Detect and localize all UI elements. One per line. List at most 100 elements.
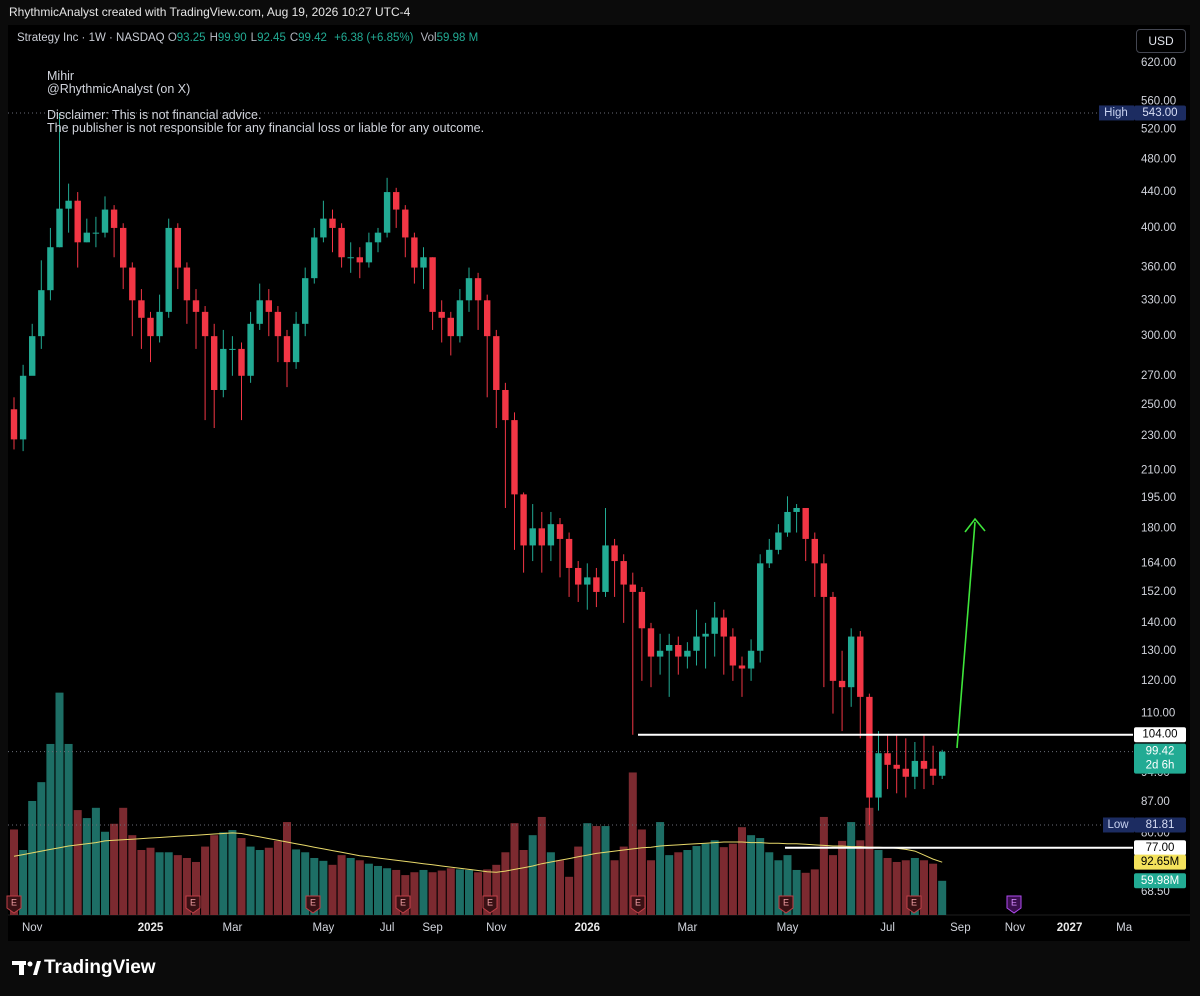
candle-body [938, 751, 946, 776]
candle-body [665, 645, 673, 651]
field-key: C [289, 32, 299, 44]
y-tick-label: 210.00 [1141, 464, 1176, 476]
volume-value: 59.98 M [436, 32, 479, 44]
earnings-icon [185, 895, 201, 914]
candle-body [493, 336, 500, 390]
volume-bar [246, 846, 255, 915]
earnings-label: E [310, 897, 316, 907]
candle-body [165, 227, 172, 312]
volume-bar [710, 840, 719, 915]
volume-bar [628, 772, 637, 915]
volume-bar [792, 869, 801, 915]
candle-body [720, 617, 727, 637]
candle-body [784, 511, 791, 533]
volume-bar [401, 875, 410, 915]
note-line: Mihir [47, 69, 75, 83]
candle-body [47, 247, 54, 291]
volume-bar [119, 807, 128, 915]
volume-bar [856, 840, 865, 915]
volume-bar [337, 855, 346, 915]
volume-bar [728, 843, 737, 915]
candle-body [438, 311, 445, 318]
volume-bar [938, 880, 947, 915]
y-tick-label: 120.00 [1141, 675, 1176, 687]
candle-body [547, 524, 555, 546]
high-value: 543.00 [1142, 107, 1177, 119]
candle-body [511, 420, 518, 495]
y-tick-label: 620.00 [1141, 57, 1176, 69]
volume-bar [255, 850, 264, 915]
volume-bar [55, 692, 64, 915]
volume-bar [37, 782, 46, 915]
candle-body [101, 209, 109, 233]
volume-bar [146, 847, 155, 915]
level-value: 77.00 [1146, 842, 1175, 854]
volume-bar [464, 869, 473, 915]
change: +6.38 (+6.85%) [334, 32, 414, 44]
x-tick-label: Sep [950, 922, 970, 934]
candle-body [19, 375, 27, 440]
candle-body [156, 311, 163, 337]
volume-bar [28, 800, 37, 915]
candle-body [502, 389, 509, 421]
candle-body [311, 237, 318, 279]
volume-bar [228, 830, 237, 915]
earnings-icon [1006, 895, 1022, 914]
candle-body [74, 200, 81, 243]
volume-bar [91, 807, 100, 915]
volume-bar [392, 869, 401, 915]
candle-body [584, 577, 591, 585]
candle-body [138, 300, 145, 318]
x-tick-label: 2027 [1057, 922, 1083, 934]
candle-body [902, 768, 909, 777]
candle-body [829, 596, 837, 681]
earnings-icon [906, 895, 922, 914]
x-tick-label: May [777, 922, 799, 934]
volume-bar [674, 852, 683, 915]
volume-bar [419, 869, 428, 915]
volume-bar [883, 857, 892, 915]
volume-bar [219, 832, 228, 915]
candle-body [10, 409, 18, 440]
candle-body [866, 696, 873, 798]
currency-button[interactable]: USD [1136, 29, 1186, 53]
candle-body [802, 507, 809, 539]
x-tick-label: 2025 [138, 922, 164, 934]
candle-body [192, 300, 200, 312]
earnings-label: E [635, 897, 641, 907]
volume-bar [210, 835, 219, 915]
candle-body [65, 200, 72, 209]
volume-bar [437, 870, 446, 915]
earnings-label: E [190, 897, 196, 907]
candle-body [893, 764, 900, 769]
candle-body [356, 257, 363, 263]
logo-part [19, 961, 24, 975]
y-tick-label: 360.00 [1141, 262, 1176, 274]
volume-bar [801, 872, 810, 915]
earnings-label: E [911, 897, 917, 907]
level-value: 104.00 [1142, 729, 1177, 741]
high-name: High [1104, 107, 1128, 119]
y-tick-label: 560.00 [1141, 95, 1176, 107]
candle-body [147, 317, 154, 337]
last-price-box [1134, 743, 1186, 774]
high-value-box [1134, 105, 1186, 121]
candle-body [847, 636, 855, 688]
candle-body [684, 650, 691, 657]
volume-bar [692, 846, 701, 915]
candle-body [265, 300, 272, 312]
candle-body [620, 561, 627, 585]
volume-value: 59.98M [1141, 875, 1179, 887]
note-line: Disclaimer: This is not financial advice… [47, 108, 262, 122]
volume-bar [774, 860, 783, 915]
earnings-icon [778, 895, 794, 914]
low-value-box [1134, 817, 1186, 833]
candle-body [738, 665, 746, 669]
volume-bar [64, 743, 73, 915]
candle-body [593, 577, 600, 592]
volume-bar [364, 863, 373, 915]
volume-bar [747, 835, 756, 915]
volume-bar [528, 835, 537, 915]
